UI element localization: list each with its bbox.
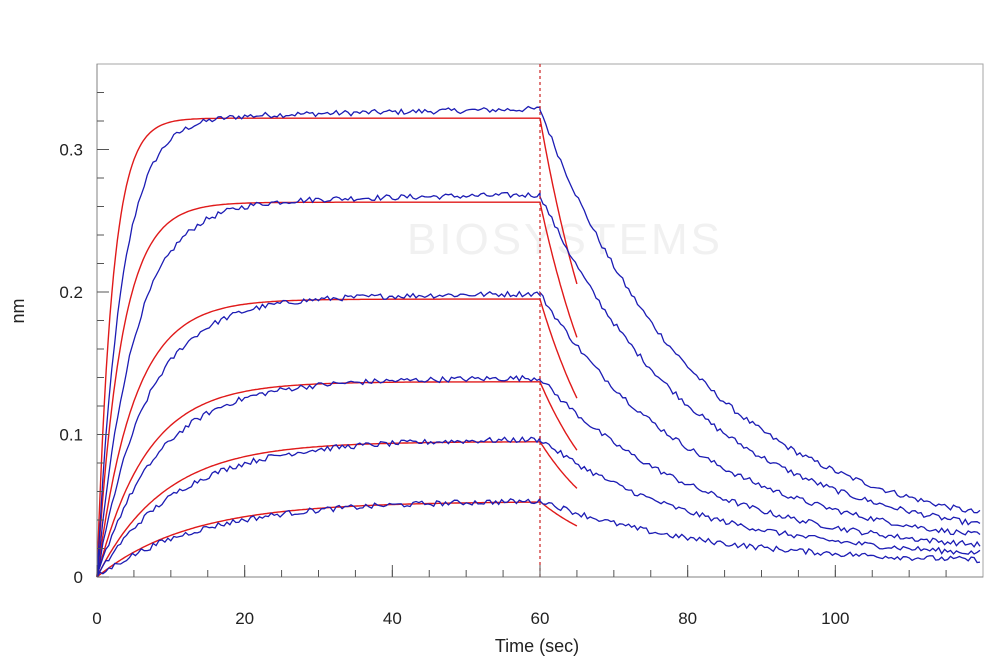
fit-curve-5 (96, 439, 578, 578)
watermark: BIOSYSTEMS (407, 215, 723, 264)
y-tick-label: 0.2 (59, 283, 83, 302)
measured-curve-5 (96, 435, 981, 577)
axes: 0 0.1 0.2 0.3 0 20 40 60 80 100 (59, 64, 983, 628)
x-tick-label: 100 (821, 609, 849, 628)
fit-curve-3 (96, 298, 578, 578)
x-tick-label: 20 (235, 609, 254, 628)
fit-curve-1 (96, 117, 578, 578)
x-tick-label: 60 (531, 609, 550, 628)
measured-curves (96, 105, 981, 578)
x-axis-label: Time (sec) (495, 636, 579, 656)
fit-curves (96, 117, 578, 578)
x-tick-label: 0 (92, 609, 101, 628)
y-axis-label: nm (8, 298, 28, 323)
measured-curve-1 (96, 105, 981, 577)
fit-curve-6 (96, 500, 578, 578)
fit-curve-2 (96, 201, 578, 578)
y-tick-label: 0 (74, 568, 83, 587)
y-tick-label: 0.1 (59, 426, 83, 445)
measured-curve-3 (96, 290, 981, 578)
y-tick-label: 0.3 (59, 141, 83, 160)
watermark-text: BIOSYSTEMS (407, 215, 723, 264)
x-tick-label: 40 (383, 609, 402, 628)
x-tick-label: 80 (678, 609, 697, 628)
measured-curve-6 (96, 496, 981, 578)
fit-curve-4 (96, 381, 578, 578)
